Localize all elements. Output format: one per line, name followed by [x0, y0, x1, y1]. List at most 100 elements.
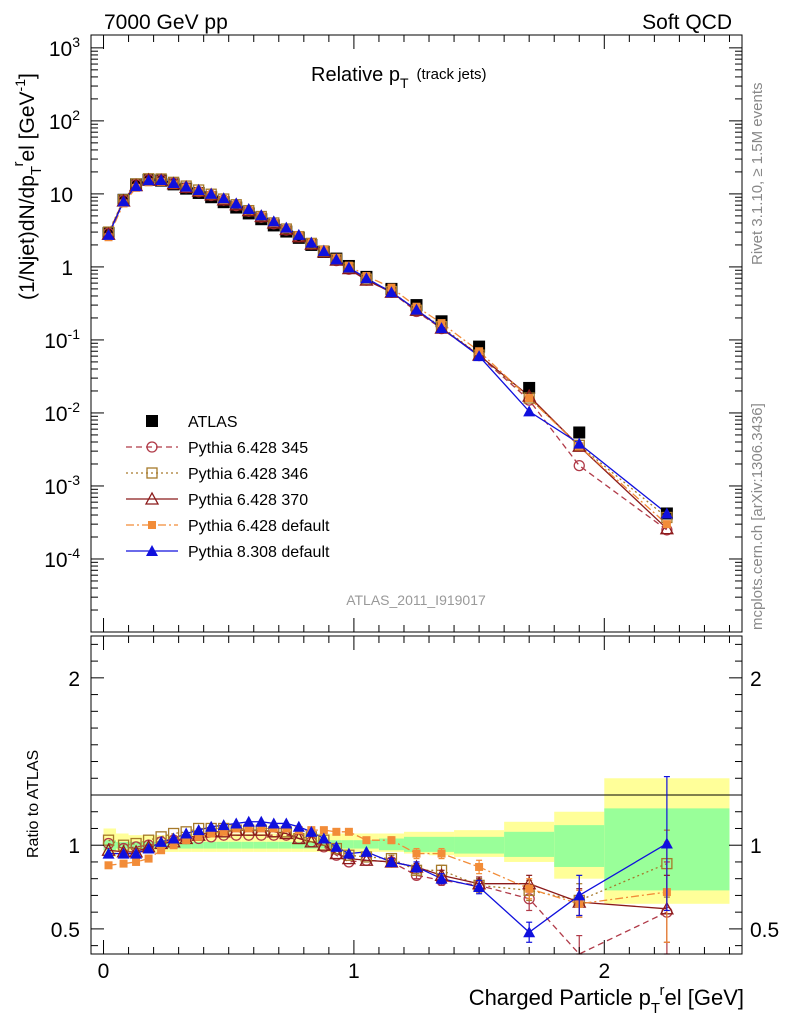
ratio-point-pdef	[475, 862, 484, 871]
point-p8	[255, 209, 268, 221]
ratio-y-tick-label: 2	[68, 668, 80, 691]
ratio-y-tick-label: 0.5	[51, 919, 80, 942]
main-y-tick-label: 1	[61, 257, 73, 280]
point-p8	[205, 187, 218, 199]
mcplots-label: mcplots.cern.ch [arXiv:1306.3436]	[749, 403, 766, 630]
ratio-point-pdef	[132, 857, 141, 866]
legend-marker-pdef	[148, 521, 156, 529]
ratio-line-pdef	[108, 827, 667, 905]
ratio-point-p8	[280, 817, 293, 829]
point-p8	[230, 197, 243, 209]
point-p8	[292, 228, 305, 240]
series-line-pdef	[107, 181, 668, 525]
plot-title-note: (track jets)	[417, 66, 487, 83]
ratio-point-pdef	[182, 836, 191, 845]
tick-exponent: -1	[68, 326, 81, 342]
ratio-point-p8	[342, 847, 355, 859]
main-y-tick-label: 10-1	[44, 326, 80, 353]
point-p8	[410, 303, 423, 315]
legend-label-atlas: ATLAS	[188, 414, 238, 431]
main-data-layer	[101, 172, 674, 536]
ratio-point-pdef	[362, 836, 371, 845]
main-y-tick-label: 10-2	[44, 399, 80, 426]
ratio-line-p345	[108, 834, 668, 955]
band-green	[454, 836, 505, 854]
ratio-point-p370	[359, 852, 374, 866]
ratio-line-p346	[108, 827, 668, 902]
tick-base: 10	[44, 476, 67, 499]
point-p8	[102, 228, 115, 240]
tick-exponent: -4	[68, 545, 81, 561]
ratio-point-pdef	[104, 861, 113, 870]
legend-marker-p370	[144, 491, 160, 505]
ratio-point-pdef	[269, 824, 278, 833]
ratio-axes: 0.5 0.5 1 1 2 2 0 1 2	[51, 636, 779, 983]
ratio-point-pdef	[144, 854, 153, 863]
ratio-point-pdef	[332, 827, 341, 836]
main-y-tick-label: 103	[49, 34, 80, 61]
point-p8	[192, 184, 205, 196]
point-p8	[385, 286, 398, 298]
ratio-point-p8	[573, 889, 586, 901]
main-y-tick-label: 10	[50, 184, 73, 207]
ratio-point-pdef	[194, 832, 203, 841]
plot-title-sub: T	[400, 75, 409, 91]
ratio-point-p8	[305, 825, 318, 837]
band-green	[378, 838, 404, 851]
ratio-point-pdef	[412, 849, 421, 858]
analysis-id-label: ATLAS_2011_I919017	[346, 592, 486, 608]
ratio-point-pdef	[219, 827, 228, 836]
ratio-point-p370	[316, 837, 331, 851]
ratio-y-tick-label-right: 2	[750, 668, 762, 691]
xlabel-part-3: r	[660, 982, 665, 999]
ratio-point-p8	[317, 832, 330, 844]
ratio-line-p370	[108, 829, 667, 910]
point-p8	[342, 261, 355, 273]
header-right: Soft QCD	[642, 11, 732, 34]
ratio-point-p8	[360, 845, 373, 857]
xlabel-part-4: el [GeV]	[665, 985, 744, 1010]
point-p8	[473, 350, 486, 362]
band-green	[266, 841, 279, 849]
point-p8	[142, 174, 155, 186]
point-p8	[155, 173, 168, 185]
ratio-point-p8	[267, 817, 280, 829]
band-green	[191, 841, 204, 849]
band-green	[253, 841, 267, 849]
band-green	[216, 841, 229, 849]
point-p8	[660, 507, 673, 519]
point-p8	[267, 215, 280, 227]
ratio-point-p8	[102, 847, 115, 859]
point-p8	[435, 322, 448, 334]
point-p8	[317, 245, 330, 257]
header-left: 7000 GeV pp	[104, 11, 228, 34]
point-p8	[280, 221, 293, 233]
ratio-point-pdef	[437, 849, 446, 858]
ratio-point-p8	[435, 872, 448, 884]
main-y-tick-label: 10-4	[44, 545, 80, 572]
ratio-point-p8	[292, 820, 305, 832]
ylabel-part-4: el [GeV	[16, 91, 39, 161]
legend: ATLAS Pythia 6.428 345 Pythia 6.428 346 Pyt…	[126, 414, 330, 561]
plot-title: Relative pT (track jets)	[311, 64, 487, 91]
ratio-point-p8	[660, 837, 673, 849]
point-atlas	[523, 381, 536, 394]
x-tick-label: 2	[598, 960, 610, 983]
ylabel-part-6: ]	[16, 73, 39, 79]
ratio-point-p8	[473, 881, 486, 893]
legend-label-pdef: Pythia 6.428 default	[188, 518, 330, 535]
point-p8	[242, 203, 255, 215]
ratio-point-pdef	[207, 829, 216, 838]
ratio-point-p8	[385, 855, 398, 867]
xlabel-part-2: T	[651, 1000, 660, 1017]
legend-label-p8: Pythia 8.308 default	[188, 544, 330, 561]
legend-label-p346: Pythia 6.428 346	[188, 466, 308, 483]
point-p8	[130, 180, 143, 192]
point-p370	[659, 521, 674, 535]
point-p8	[573, 437, 586, 449]
band-green	[116, 841, 129, 849]
ratio-point-pdef	[244, 824, 253, 833]
